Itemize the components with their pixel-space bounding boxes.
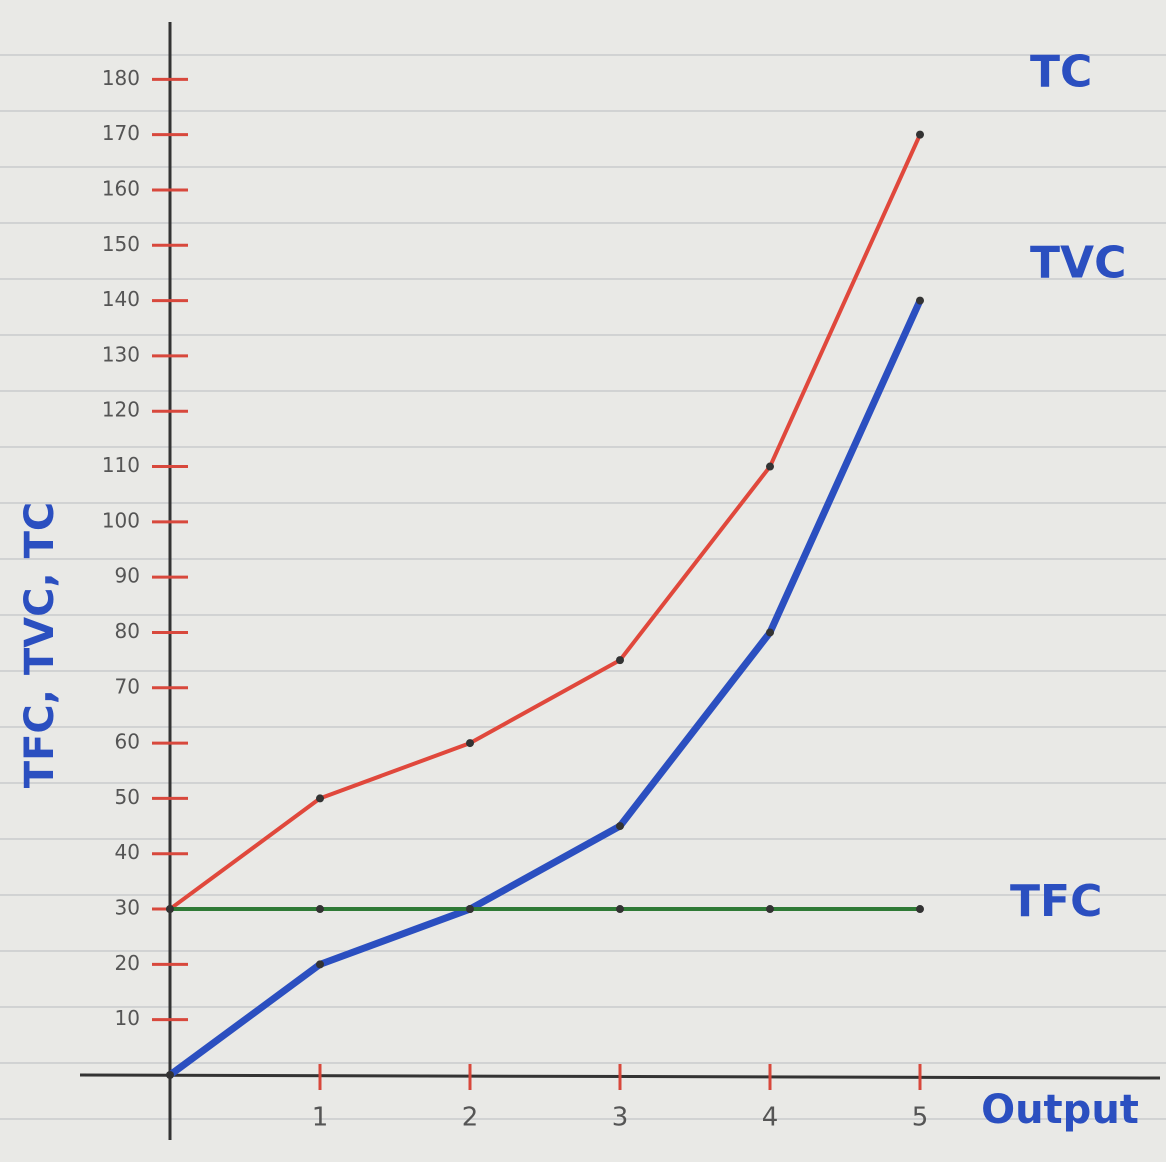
data-point [466,905,474,913]
series-line [170,135,920,909]
y-tick-label: 160 [102,176,140,200]
data-point [166,905,174,913]
y-tick-label: 30 [115,896,140,920]
series-line [170,301,920,1075]
y-tick-label: 40 [115,840,140,864]
y-tick-label: 60 [115,730,140,754]
y-tick-label: 110 [102,453,140,477]
x-tick-label: 5 [912,1103,929,1133]
y-tick-label: 90 [115,564,140,588]
data-point [616,822,624,830]
data-point [316,905,324,913]
y-tick-label: 140 [102,287,140,311]
data-point [616,905,624,913]
y-tick-label: 20 [115,951,140,975]
data-point [916,297,924,305]
x-tick-label: 4 [762,1103,779,1133]
data-point [766,628,774,636]
y-tick-label: 150 [102,232,140,256]
series-label: TC [1030,47,1092,98]
data-point [466,739,474,747]
x-axis-label: Output [981,1087,1139,1133]
data-point [766,463,774,471]
data-point [916,131,924,139]
y-tick-label: 170 [102,121,140,145]
x-tick-label: 3 [612,1103,629,1133]
y-tick-label: 180 [102,66,140,90]
data-point [316,960,324,968]
paper: Output TFC, TVC, TC 10 20 30 40 50 60 70 80 90 10… [0,0,1166,1162]
y-axis-label: TFC, TVC, TC [17,502,63,788]
series-label: TFC [1010,876,1102,927]
x-tick-label: 1 [312,1103,329,1133]
data-point [616,656,624,664]
y-tick-label: 130 [102,342,140,366]
data-point [766,905,774,913]
y-tick-label: 80 [115,619,140,643]
y-tick-label: 50 [115,785,140,809]
data-point [166,1071,174,1079]
data-point [916,905,924,913]
y-tick-label: 100 [102,508,140,532]
data-point [316,794,324,802]
chart: Output TFC, TVC, TC 10 20 30 40 50 60 70 80 90 10… [0,0,1166,1162]
y-tick-label: 120 [102,398,140,422]
y-tick-label: 10 [115,1006,140,1030]
series-label: TVC [1030,238,1126,289]
x-tick-label: 2 [462,1103,479,1133]
y-tick-label: 70 [115,674,140,698]
